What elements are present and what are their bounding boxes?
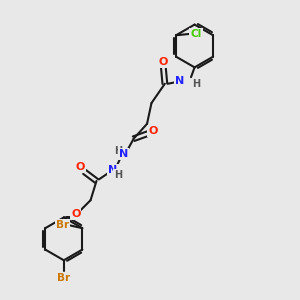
Text: O: O — [71, 208, 80, 219]
Text: Cl: Cl — [190, 29, 202, 39]
Text: N: N — [175, 76, 184, 86]
Text: N: N — [108, 165, 118, 175]
Text: O: O — [148, 126, 158, 136]
Text: Br: Br — [57, 273, 70, 283]
Text: H: H — [114, 146, 122, 156]
Text: H: H — [192, 79, 200, 89]
Text: Br: Br — [56, 220, 69, 230]
Text: O: O — [159, 57, 168, 67]
Text: O: O — [76, 162, 85, 172]
Text: H: H — [114, 170, 122, 180]
Text: N: N — [118, 149, 128, 159]
